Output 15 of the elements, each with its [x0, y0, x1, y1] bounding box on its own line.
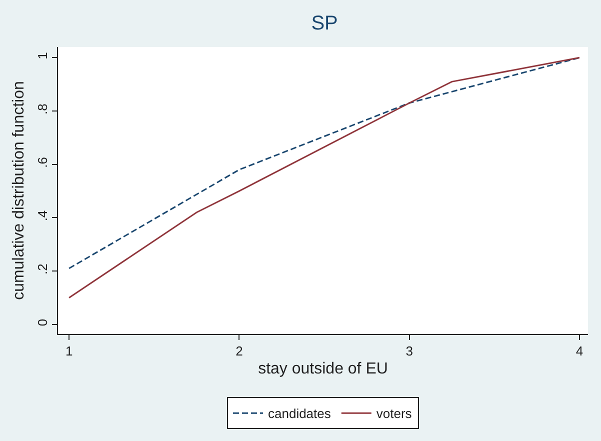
legend-label: candidates — [268, 406, 332, 422]
y-tick-label: 0 — [34, 318, 50, 326]
y-tick-label: .2 — [34, 264, 50, 275]
y-tick-label: 1 — [34, 52, 50, 60]
x-tick-label: 1 — [65, 344, 73, 359]
y-tick-label: .8 — [34, 104, 50, 114]
x-tick-label: 4 — [576, 344, 584, 359]
y-tick-label: .6 — [34, 156, 50, 168]
y-tick-label: .4 — [34, 210, 50, 222]
x-axis-title: stay outside of EU — [258, 360, 388, 378]
legend-label: voters — [376, 406, 412, 422]
x-tick-label: 2 — [236, 344, 243, 359]
chart-title: SP — [311, 12, 338, 34]
y-axis-title: cumulative distribution function — [10, 81, 28, 300]
x-tick-label: 3 — [406, 344, 413, 359]
